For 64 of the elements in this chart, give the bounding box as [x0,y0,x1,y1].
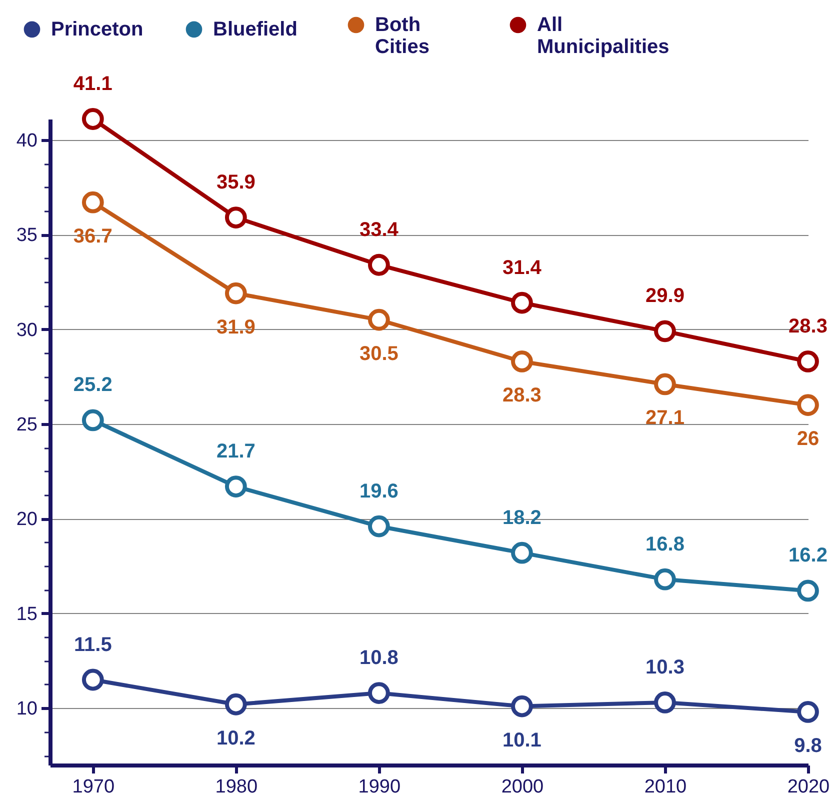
data-label: 10.2 [216,727,256,750]
data-label: 26 [796,428,820,450]
point [511,542,533,564]
data-label: 30.5 [359,342,398,365]
point [224,282,247,304]
data-label: 35.9 [216,172,256,194]
x-tick-label: 1990 [358,776,401,798]
data-label: 16.2 [788,544,828,567]
point [368,308,390,331]
data-label: 10.1 [502,729,542,752]
point [82,108,104,130]
point [654,568,676,590]
point [224,206,247,228]
x-tick-label: 2000 [501,776,544,798]
data-label: 28.3 [502,384,542,406]
data-label: 10.8 [359,647,398,670]
point [797,701,819,723]
data-label: 36.7 [73,225,112,248]
point [82,409,104,432]
data-label: 9.8 [794,734,822,757]
data-label: 10.3 [646,656,684,678]
x-tick-label: 1970 [72,776,115,798]
x-tick-label: 1980 [215,776,258,798]
legend-label: Bluefield [213,18,298,40]
x-tick-label: 2010 [644,776,687,798]
legend-label: Both Cities [375,14,430,58]
y-tick-label: 15 [16,604,38,625]
y-tick-label: 25 [16,414,38,436]
data-label: 29.9 [646,285,684,308]
point [797,580,819,602]
point [797,394,819,416]
point [368,515,390,538]
point [654,320,676,342]
point [511,695,533,718]
point [224,476,247,498]
point [368,682,390,704]
y-tick-label: 35 [16,225,38,246]
data-label: 33.4 [359,218,400,241]
point [82,668,104,691]
data-label: 41.1 [73,73,112,95]
data-label: 31.9 [216,316,256,338]
legend-label: All Municipalities [537,14,670,58]
data-label: 19.6 [359,480,398,502]
y-tick-label: 40 [16,130,38,152]
data-label: 21.7 [216,440,256,463]
y-tick-label: 20 [16,509,38,530]
y-tick-label: 10 [16,698,38,720]
data-label: 25.2 [73,374,112,396]
point [224,693,247,716]
data-label: 11.5 [74,634,112,656]
data-label: 28.3 [788,315,828,338]
y-tick-label: 30 [16,320,38,341]
point [797,350,819,372]
x-tick-label: 2020 [787,776,830,798]
point [511,292,533,314]
legend-label: Princeton [51,18,144,40]
data-label: 31.4 [502,256,542,279]
point [654,373,676,396]
point [654,692,676,714]
point [368,254,390,276]
data-label: 27.1 [646,407,684,430]
point [82,191,104,214]
data-label: 16.8 [646,533,684,556]
point [511,350,533,372]
